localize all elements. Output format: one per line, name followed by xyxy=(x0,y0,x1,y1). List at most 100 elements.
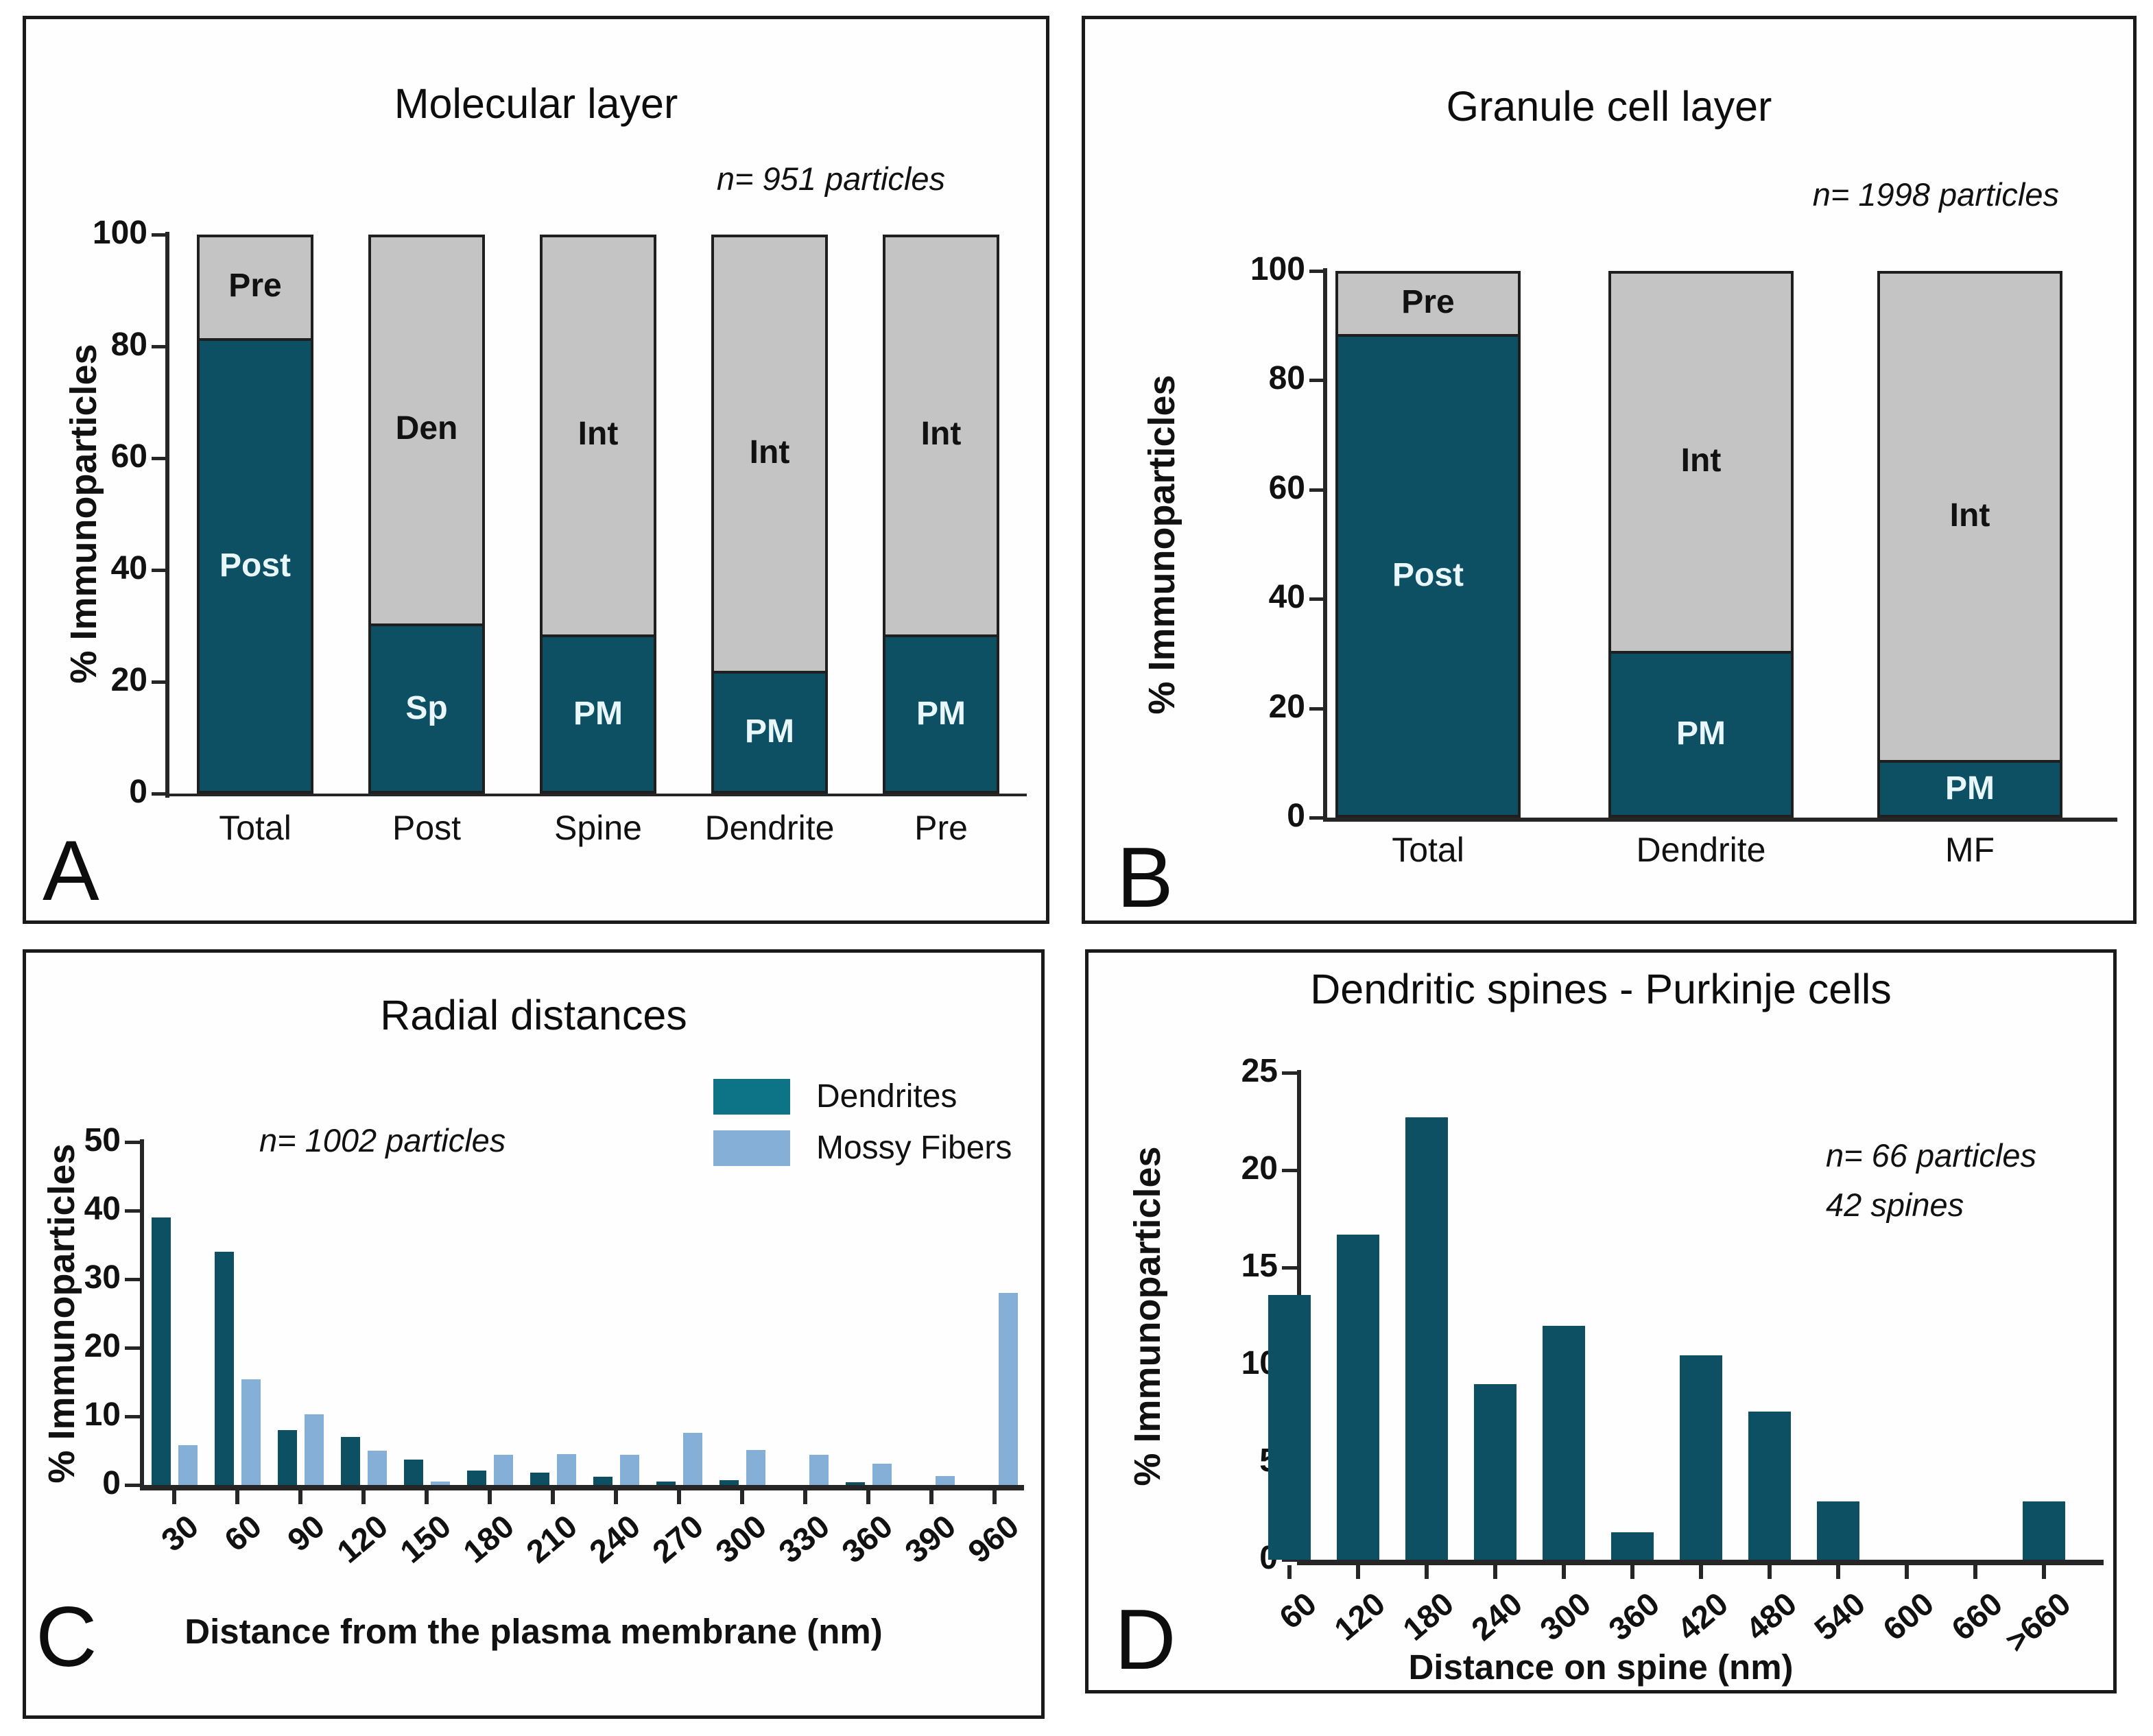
bar xyxy=(656,1482,676,1485)
y-tick-label: 40 xyxy=(84,1191,121,1227)
bar xyxy=(540,235,656,794)
segment-label: Den xyxy=(395,410,458,447)
y-tick-label: 20 xyxy=(110,662,147,698)
bar-segment-dark xyxy=(1338,333,1518,815)
bar xyxy=(494,1455,513,1485)
x-tick xyxy=(803,1490,807,1504)
y-axis-line xyxy=(140,1139,144,1489)
x-tick xyxy=(1425,1565,1429,1579)
x-tick xyxy=(172,1490,176,1504)
y-tick-label: 0 xyxy=(129,774,147,810)
y-tick-label: 25 xyxy=(1241,1053,1278,1089)
panel-letter: D xyxy=(1115,1593,1176,1687)
x-tick xyxy=(1699,1565,1703,1579)
segment-label: Int xyxy=(1680,442,1722,479)
legend-item-dendrites: Dendrites xyxy=(713,1078,1012,1115)
y-tick-label: 60 xyxy=(110,438,147,475)
y-tick-label: 5 xyxy=(1106,1442,1278,1479)
panel-letter: B xyxy=(1117,831,1174,925)
bar xyxy=(197,235,313,794)
y-tick-label: 10 xyxy=(84,1396,121,1433)
y-tick-label: 100 xyxy=(92,215,147,251)
bar xyxy=(431,1482,450,1485)
bar xyxy=(368,235,485,794)
y-tick xyxy=(125,1415,140,1418)
x-tick xyxy=(866,1490,870,1504)
y-tick-label: 0 xyxy=(1287,798,1305,834)
y-tick xyxy=(1309,706,1323,711)
bar xyxy=(241,1379,261,1485)
y-tick xyxy=(125,1346,140,1350)
segment-label: PM xyxy=(745,713,794,750)
x-tick xyxy=(361,1490,366,1504)
bar xyxy=(593,1477,612,1485)
segment-label: PM xyxy=(573,695,623,732)
y-tick-label: 15 xyxy=(1241,1248,1278,1284)
n-spines-label: 42 spines xyxy=(1826,1187,1964,1223)
y-tick xyxy=(152,345,165,348)
y-tick-label: 20 xyxy=(1241,1150,1278,1187)
bar xyxy=(467,1471,486,1485)
segment-label: PM xyxy=(916,695,966,732)
y-tick-label: 80 xyxy=(110,326,147,363)
y-tick-label: 40 xyxy=(110,550,147,586)
x-axis-line xyxy=(165,794,1027,796)
y-tick-label: 10 xyxy=(1241,1345,1278,1381)
bar xyxy=(557,1454,576,1485)
bar xyxy=(404,1460,423,1485)
x-tick xyxy=(740,1490,744,1504)
bar xyxy=(1405,1117,1448,1560)
bar xyxy=(2023,1501,2065,1560)
y-tick xyxy=(1309,270,1323,273)
legend-label-dendrites: Dendrites xyxy=(816,1078,957,1115)
bar xyxy=(883,235,999,794)
x-category-label: Dendrite xyxy=(1636,831,1766,869)
x-category-label: MF xyxy=(1944,831,1995,869)
bar xyxy=(1335,271,1521,818)
legend-swatch-mossy-fibers xyxy=(713,1130,790,1166)
y-tick xyxy=(1309,488,1323,492)
bar xyxy=(719,1480,739,1485)
bar xyxy=(846,1482,865,1485)
x-tick xyxy=(235,1490,239,1504)
bar xyxy=(1543,1326,1585,1560)
plot-area: 0510152025601201802403003604204805406006… xyxy=(1089,953,2113,1690)
bar-segment-dark xyxy=(200,337,311,791)
bar-segment-dark xyxy=(1880,760,2060,815)
x-category-label: Spine xyxy=(554,809,642,847)
x-category-label: Pre xyxy=(914,809,968,847)
bar xyxy=(530,1473,549,1485)
segment-label: Int xyxy=(920,416,962,453)
panel-molecular-layer: Molecular layer n= 951 particles % Immun… xyxy=(23,16,1049,924)
bar xyxy=(305,1414,324,1485)
x-tick xyxy=(488,1490,492,1504)
x-tick xyxy=(1562,1565,1566,1579)
y-tick-label: 30 xyxy=(84,1259,121,1296)
x-tick xyxy=(1287,1565,1292,1579)
y-tick-label: 100 xyxy=(1250,251,1305,287)
bar xyxy=(1474,1384,1516,1560)
segment-label: PM xyxy=(1676,715,1726,752)
y-tick-label: 0 xyxy=(1106,1539,1278,1577)
x-tick xyxy=(1493,1565,1497,1579)
y-tick xyxy=(125,1141,140,1144)
chart-title: Granule cell layer xyxy=(1446,83,1772,130)
x-axis-title: Distance from the plasma membrane (nm) xyxy=(185,1612,883,1651)
bar-segment-dark xyxy=(885,634,997,791)
x-tick xyxy=(551,1490,555,1504)
y-tick-label: 20 xyxy=(1268,688,1305,725)
y-tick-label: 50 xyxy=(84,1122,121,1158)
bar-segment-dark xyxy=(543,634,654,791)
segment-label: Pre xyxy=(1401,283,1455,320)
panel-radial-distances: Radial distances n= 1002 particles % Imm… xyxy=(23,949,1045,1719)
x-tick xyxy=(1356,1565,1360,1579)
bar-segment-dark xyxy=(1611,650,1791,815)
y-tick-label: 0 xyxy=(102,1465,121,1501)
bar xyxy=(1817,1501,1859,1560)
legend-item-mossy-fibers: Mossy Fibers xyxy=(713,1129,1012,1167)
plot-area: 0 20 40 60 80 100 Post Pre Total PM Int Dendrite PM I… xyxy=(1085,19,2133,920)
x-tick xyxy=(992,1490,997,1504)
legend-swatch-dendrites xyxy=(713,1078,790,1115)
panel-letter: C xyxy=(36,1590,97,1685)
y-tick xyxy=(1282,1266,1297,1270)
